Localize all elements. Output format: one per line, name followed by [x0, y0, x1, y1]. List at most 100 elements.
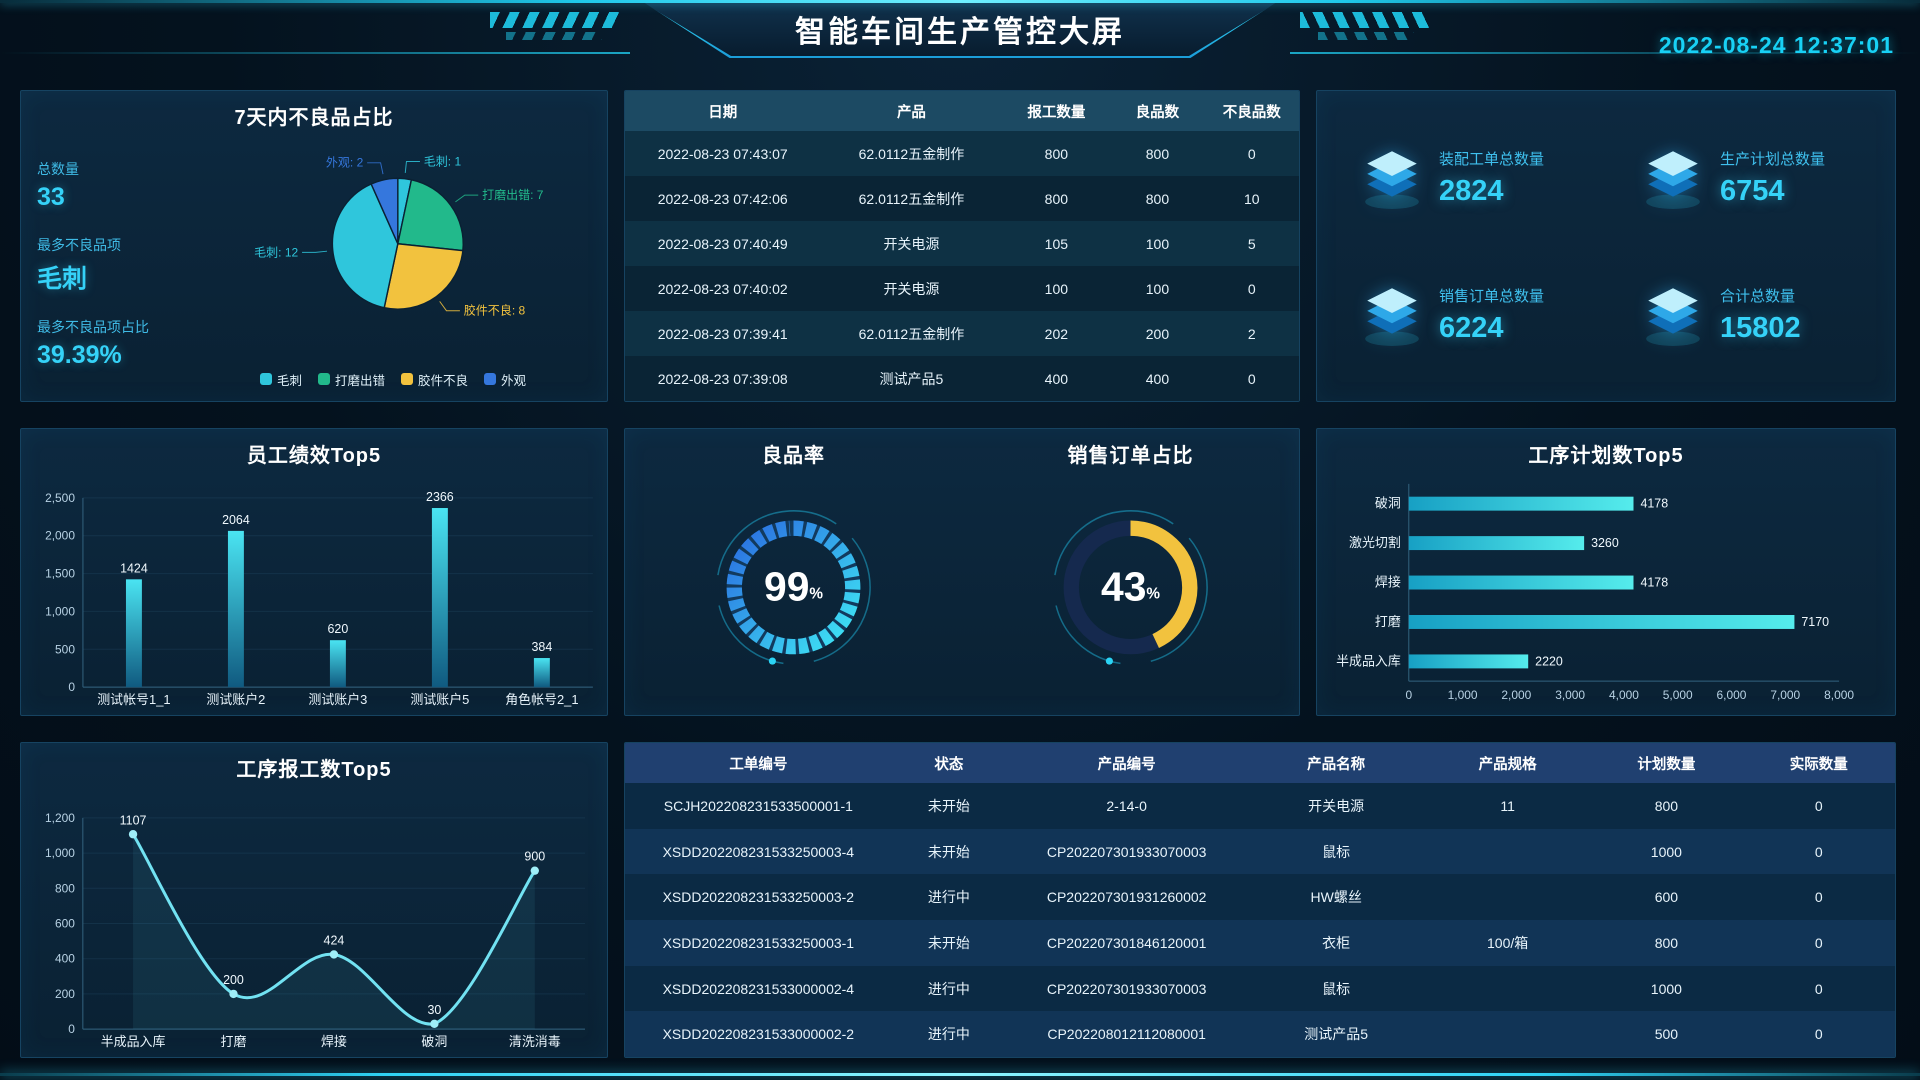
svg-text:8,000: 8,000: [1824, 688, 1854, 702]
report-table: 日期 产品 报工数量 良品数 不良品数 2022-08-23 07:43:07 62.011…: [625, 91, 1299, 401]
table-cell: HW螺丝: [1310, 889, 1362, 906]
svg-text:0: 0: [68, 1022, 75, 1036]
stat-total: 总数量 33: [37, 160, 79, 211]
table-cell: 62.0112五金制作: [858, 145, 965, 162]
panel-title: 7天内不良品占比: [234, 107, 394, 129]
header-stripes-right-icon: [1300, 12, 1430, 40]
table-row: 2022-08-23 07:39:41 62.0112五金制作 202 200 2: [625, 311, 1299, 356]
table-cell: 产品名称: [1307, 756, 1366, 773]
svg-text:激光切割: 激光切割: [1349, 535, 1401, 550]
table-cell: 进行中: [927, 889, 970, 906]
table-cell: 测试产品5: [879, 370, 944, 387]
panel-process-report: 工序报工数Top5 0 200 400 600 800 1,000 1,200 1107 半成品…: [20, 742, 608, 1058]
table-cell: SCJH202208231533500001-1: [663, 797, 853, 814]
svg-text:7170: 7170: [1801, 615, 1829, 629]
table-cell: 202: [1044, 325, 1069, 342]
svg-text:1,200: 1,200: [45, 811, 75, 825]
svg-text:4178: 4178: [1640, 576, 1668, 590]
table-header-row: 日期 产品 报工数量 良品数 不良品数: [625, 91, 1299, 131]
svg-text:3,000: 3,000: [1555, 688, 1585, 702]
table-row: SCJH202208231533500001-1 未开始 2-14-0 开关电源 11 8…: [625, 783, 1895, 829]
panel-employee-performance: 员工绩效Top5 0 500 1,000 1,500 2,000 2,500 1424 测试帐…: [20, 428, 608, 716]
legend-item: 打磨出错: [317, 370, 385, 389]
bottom-border-line: [0, 1073, 1920, 1076]
table-cell: 未开始: [927, 797, 970, 814]
svg-text:900: 900: [524, 850, 545, 864]
svg-text:焊接: 焊接: [321, 1034, 347, 1049]
table-cell: 状态: [934, 756, 964, 773]
table-cell: 100: [1044, 280, 1069, 297]
svg-text:1,500: 1,500: [45, 567, 75, 581]
svg-text:7,000: 7,000: [1770, 688, 1800, 702]
legend-item: 胶件不良: [401, 370, 468, 389]
table-cell: CP202208012112080001: [1047, 1026, 1206, 1043]
table-cell: 进行中: [927, 1026, 970, 1043]
svg-text:500: 500: [55, 642, 75, 656]
svg-text:打磨: 打磨: [221, 1034, 247, 1049]
table-row: 2022-08-23 07:43:07 62.0112五金制作 800 800 0: [625, 131, 1299, 176]
table-cell: XSDD202208231533250003-2: [662, 889, 855, 906]
table-cell: 开关电源: [1308, 797, 1365, 814]
svg-text:600: 600: [55, 916, 75, 930]
svg-text:424: 424: [324, 934, 345, 948]
panel-report-table: 日期 产品 报工数量 良品数 不良品数 2022-08-23 07:43:07 62.011…: [624, 90, 1300, 402]
good-rate-gauge: 99%: [625, 468, 962, 715]
table-cell: 2022-08-23 07:42:06: [657, 190, 788, 207]
table-row: 2022-08-23 07:42:06 62.0112五金制作 800 800 10: [625, 176, 1299, 221]
layers-icon: [1640, 282, 1706, 348]
panel-defect-ratio: 7天内不良品占比 总数量 33 最多不良品项 毛刺 最多不良品项占比 39.39…: [20, 90, 608, 402]
table-cell: 400: [1044, 370, 1069, 387]
table-row: 2022-08-23 07:39:08 测试产品5 400 400 0: [625, 356, 1299, 401]
svg-text:0: 0: [1405, 688, 1412, 702]
svg-text:2366: 2366: [426, 490, 454, 504]
svg-text:清洗消毒: 清洗消毒: [509, 1034, 561, 1049]
page-title: 智能车间生产管控大屏: [795, 16, 1125, 49]
legend-item: 外观: [484, 370, 526, 389]
header: 智能车间生产管控大屏 2022-08-24 12:37:01: [0, 0, 1920, 78]
table-cell: 不良品数: [1222, 104, 1281, 121]
table-cell: 2022-08-23 07:43:07: [657, 145, 788, 162]
table-cell: 11: [1500, 797, 1515, 814]
svg-text:破洞: 破洞: [421, 1034, 447, 1049]
table-cell: 未开始: [927, 934, 970, 951]
table-cell: 800: [1044, 145, 1069, 162]
svg-text:43%: 43%: [1101, 564, 1160, 610]
stat-value: 6754: [1720, 174, 1785, 207]
table-cell: 衣柜: [1322, 934, 1351, 951]
svg-text:6,000: 6,000: [1717, 688, 1747, 702]
employee-bar-chart: 0 500 1,000 1,500 2,000 2,500 1424 测试帐号1_1 2064 测…: [21, 468, 607, 715]
svg-text:测试账户2: 测试账户2: [206, 692, 265, 707]
svg-text:测试账户3: 测试账户3: [308, 692, 367, 707]
table-row: XSDD202208231533250003-4 未开始 CP20220730193…: [625, 828, 1895, 875]
table-cell: CP202207301931260002: [1046, 889, 1207, 906]
table-cell: 800: [1145, 190, 1170, 207]
svg-text:测试账户5: 测试账户5: [410, 692, 469, 707]
svg-text:1424: 1424: [120, 561, 148, 575]
svg-text:400: 400: [55, 952, 75, 966]
svg-text:4,000: 4,000: [1609, 688, 1639, 702]
table-cell: 0: [1247, 370, 1256, 387]
table-cell: XSDD202208231533250003-4: [662, 843, 855, 860]
table-row: XSDD202208231533250003-2 进行中 CP20220730193…: [625, 874, 1895, 921]
header-line-right: [1290, 52, 1920, 54]
table-cell: 2022-08-23 07:39:41: [657, 325, 788, 342]
svg-text:200: 200: [223, 973, 244, 987]
table-cell: 5: [1247, 235, 1256, 252]
svg-text:384: 384: [531, 640, 552, 654]
table-cell: 0: [1247, 280, 1256, 297]
clock: 2022-08-24 12:37:01: [1658, 32, 1894, 58]
defect-pie-chart: 毛刺: 1 打磨出错: 7 胶件不良: 8 毛刺: 12 外观: 2: [189, 136, 597, 365]
svg-text:1,000: 1,000: [45, 604, 75, 618]
table-cell: 2022-08-23 07:40:02: [657, 280, 788, 297]
stat-card-sales-orders: 销售订单总数量 6224: [1325, 246, 1606, 383]
header-stripes-left-icon: [490, 12, 620, 40]
svg-text:2,000: 2,000: [1501, 688, 1531, 702]
svg-text:半成品入库: 半成品入库: [101, 1034, 166, 1049]
stat-value: 15802: [1720, 311, 1801, 344]
table-cell: 产品: [896, 104, 926, 121]
dashboard-grid: 7天内不良品占比 总数量 33 最多不良品项 毛刺 最多不良品项占比 39.39…: [0, 78, 1920, 1058]
table-cell: 1000: [1650, 980, 1682, 997]
stat-value: 6224: [1439, 311, 1504, 344]
svg-text:破洞: 破洞: [1375, 496, 1401, 511]
svg-text:角色帐号2_1: 角色帐号2_1: [505, 692, 578, 707]
